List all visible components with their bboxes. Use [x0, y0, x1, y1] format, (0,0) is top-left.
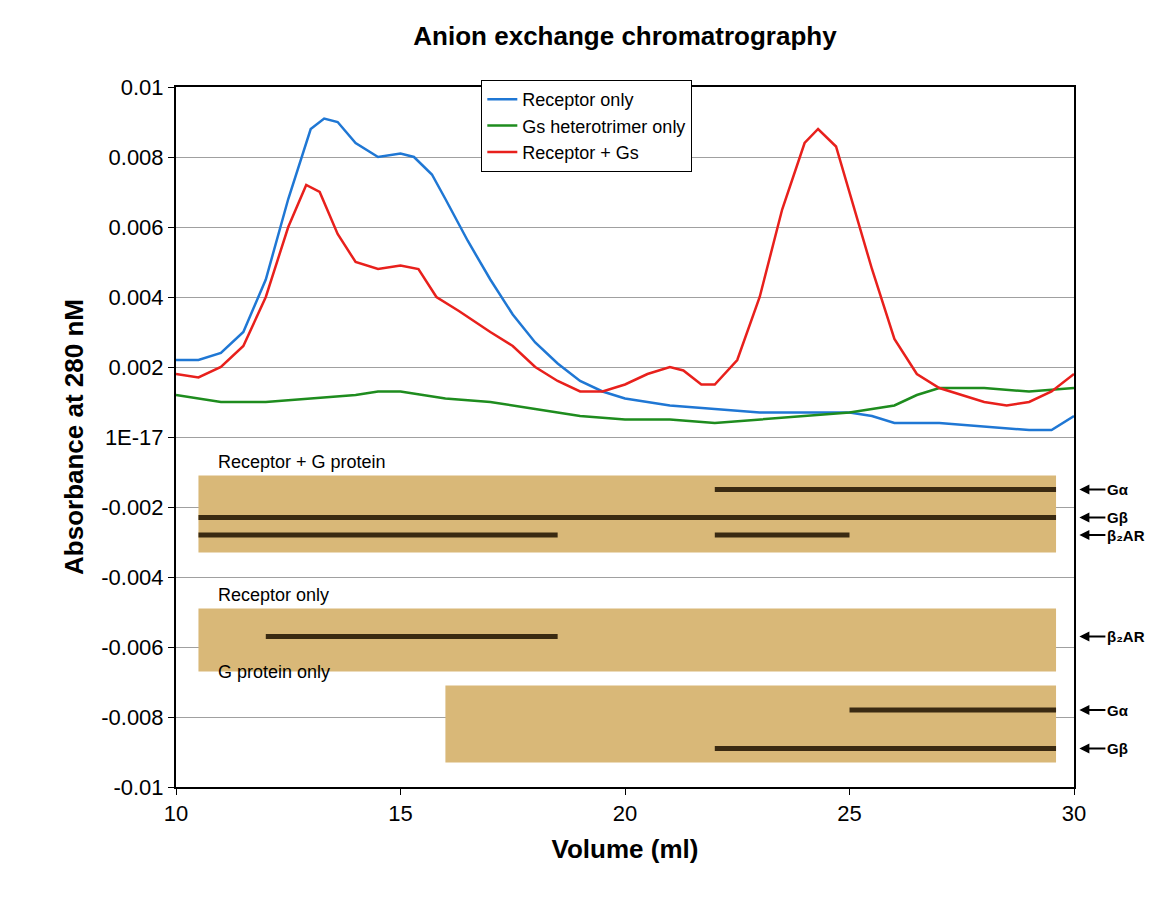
svg-text:G protein only: G protein only: [218, 662, 330, 682]
svg-text:Anion exchange chromatrography: Anion exchange chromatrography: [413, 21, 837, 51]
svg-text:10: 10: [164, 801, 188, 826]
svg-text:Receptor + Gs: Receptor + Gs: [522, 143, 639, 163]
svg-text:15: 15: [388, 801, 412, 826]
svg-text:-0.006: -0.006: [101, 635, 163, 660]
svg-text:30: 30: [1062, 801, 1086, 826]
svg-text:β₂AR: β₂AR: [1107, 628, 1145, 645]
svg-text:0.004: 0.004: [109, 285, 164, 310]
svg-text:Receptor only: Receptor only: [218, 585, 329, 605]
svg-text:-0.004: -0.004: [101, 565, 163, 590]
svg-text:20: 20: [613, 801, 637, 826]
svg-text:Gα: Gα: [1107, 481, 1129, 498]
svg-text:1E-17: 1E-17: [105, 425, 164, 450]
svg-text:Volume (ml): Volume (ml): [552, 834, 699, 864]
svg-text:0.006: 0.006: [109, 215, 164, 240]
svg-text:β₂AR: β₂AR: [1107, 527, 1145, 544]
svg-text:0.01: 0.01: [121, 75, 164, 100]
svg-text:Gβ: Gβ: [1107, 740, 1128, 757]
svg-text:0.002: 0.002: [109, 355, 164, 380]
svg-text:Receptor + G protein: Receptor + G protein: [218, 452, 386, 472]
svg-text:Receptor only: Receptor only: [522, 90, 633, 110]
svg-text:25: 25: [837, 801, 861, 826]
svg-text:-0.008: -0.008: [101, 705, 163, 730]
svg-text:0.008: 0.008: [109, 145, 164, 170]
svg-text:Absorbance at 280 nM: Absorbance at 280 nM: [59, 299, 89, 575]
svg-text:Gα: Gα: [1107, 702, 1129, 719]
svg-text:Gs heterotrimer only: Gs heterotrimer only: [522, 117, 685, 137]
svg-text:-0.002: -0.002: [101, 495, 163, 520]
svg-text:-0.01: -0.01: [113, 775, 163, 800]
svg-text:Gβ: Gβ: [1107, 509, 1128, 526]
